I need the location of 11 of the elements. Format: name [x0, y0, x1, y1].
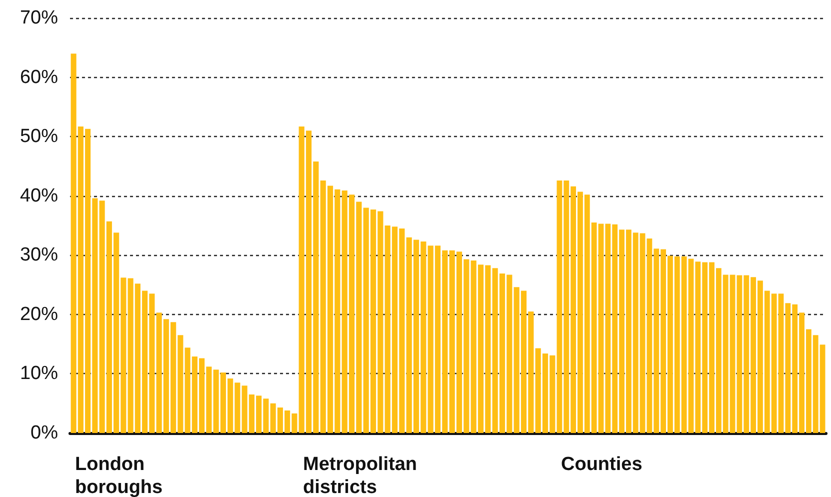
- x-axis-title: Counties: [561, 454, 642, 475]
- y-tick-label: 40%: [20, 185, 58, 206]
- x-axis-title: Metropolitan districts: [303, 454, 422, 497]
- y-tick-label: 20%: [20, 304, 58, 325]
- y-tick-label: 30%: [20, 244, 58, 266]
- y-tick-label: 70%: [20, 8, 58, 28]
- y-tick-label: 60%: [20, 66, 58, 88]
- y-tick-label: 50%: [20, 126, 58, 148]
- y-tick-label: 10%: [20, 363, 58, 384]
- x-axis-title: London boroughs: [75, 454, 163, 497]
- y-tick-label: 0%: [30, 422, 58, 444]
